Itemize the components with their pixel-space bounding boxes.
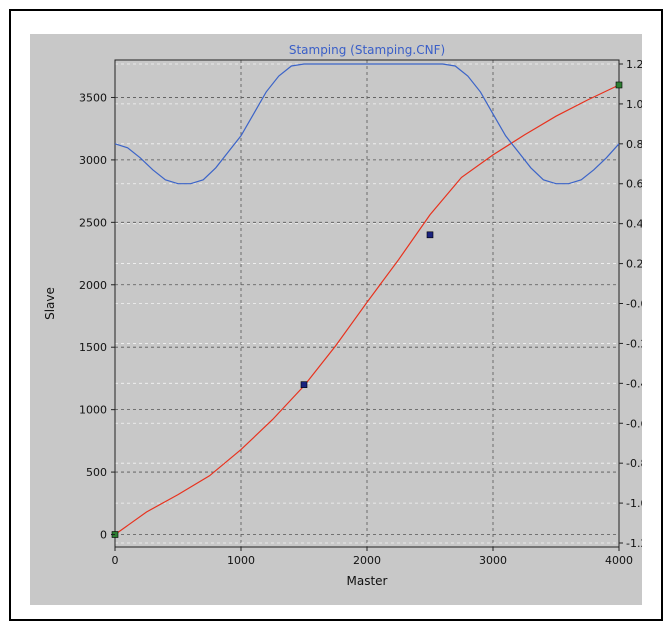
- series-line-position: [114, 84, 620, 535]
- y2-tick-label: -1.2: [626, 537, 642, 550]
- y2-tick-label: 1.0: [626, 98, 642, 111]
- y2-tick-label: -1.0: [626, 497, 642, 510]
- x-tick-label: 1000: [227, 554, 255, 567]
- y-tick-label: 2500: [79, 216, 107, 229]
- chart-panel: 0 1000 2000 3000 4000 0 500 1000 1500 2000 2500 300…: [30, 34, 642, 605]
- x-tick-label: 2000: [353, 554, 381, 567]
- chart-title: Stamping (Stamping.CNF): [289, 43, 445, 57]
- y-tick-label: 0: [100, 529, 107, 542]
- data-point-marker: [615, 81, 623, 89]
- y2-tick-label: 0.6: [626, 178, 642, 191]
- y2-tick-label: -0.6: [626, 417, 642, 430]
- x-axis-label: Master: [347, 574, 388, 588]
- y-tick-label: 3000: [79, 154, 107, 167]
- series-line-velocity: [114, 63, 620, 185]
- y2-tick-label: 0.8: [626, 138, 642, 151]
- x-tick-label: 4000: [605, 554, 633, 567]
- y2-tick-label: 0.2: [626, 258, 642, 271]
- y2-tick-label: 0.4: [626, 218, 642, 231]
- x-tick-label: 3000: [479, 554, 507, 567]
- x-tick-label: 0: [112, 554, 119, 567]
- data-point-marker: [426, 231, 434, 239]
- data-point-marker: [300, 381, 308, 388]
- y-tick-label: 500: [86, 466, 107, 479]
- y2-tick-label: -0.2: [626, 337, 642, 350]
- y-tick-label: 2000: [79, 279, 107, 292]
- y2-tick-label: -0.8: [626, 457, 642, 470]
- y-tick-label: 1000: [79, 404, 107, 417]
- y-tick-label: 1500: [79, 341, 107, 354]
- y-tick-label: 3500: [79, 91, 107, 104]
- motion-profile-chart: 0 1000 2000 3000 4000 0 500 1000 1500 2000 2500 300…: [43, 43, 642, 588]
- y-axis-label: Slave: [43, 287, 57, 320]
- y2-tick-label: -0.4: [626, 377, 642, 390]
- y2-tick-label: 1.2: [626, 58, 642, 71]
- y2-tick-label: -0.0: [626, 298, 642, 311]
